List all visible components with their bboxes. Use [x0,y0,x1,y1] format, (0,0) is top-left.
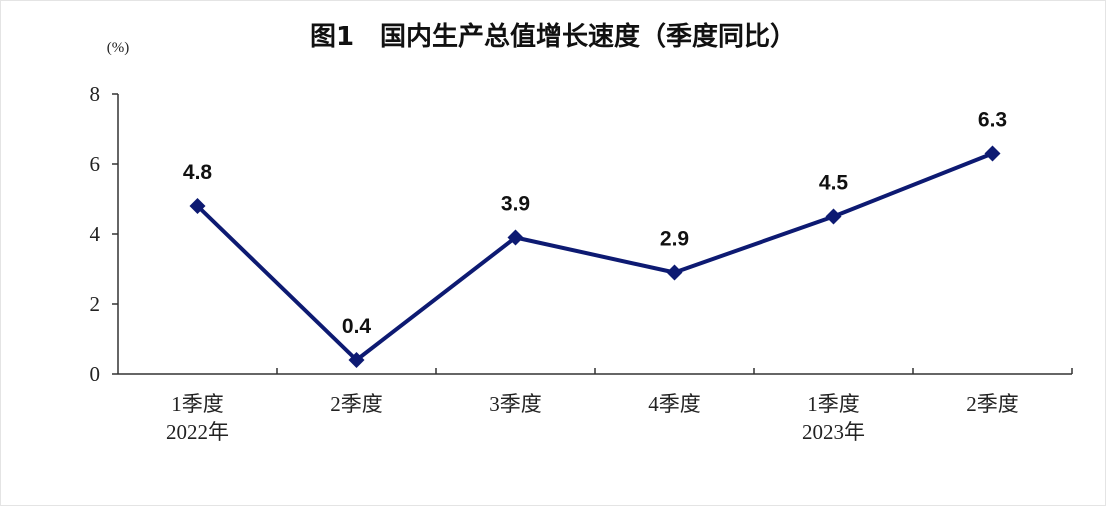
marker [348,352,365,368]
y-unit: (%) [107,40,130,56]
x-tick-label: 3季度 [489,392,542,416]
marker [189,198,206,214]
line [196,151,994,362]
x-tick-label: 2季度 [966,392,1019,416]
data-label: 4.5 [819,172,849,195]
marker [825,208,842,225]
x-tick-label: 4季度 [648,392,701,416]
x-tick-label: 1季度 2022年 [166,392,229,444]
x-tick-label-line: 2季度 [330,392,383,416]
x-tick-label: 1季度 2023年 [802,392,865,444]
x-tick-label-line: 2023年 [802,420,865,444]
data-label: 6.3 [978,109,1007,132]
y-tick-label: 0 [90,362,101,386]
data-label: 0.4 [342,315,372,338]
chart-title: 图1 国内生产总值增长速度（季度同比） [310,21,796,52]
x-tick-label-line: 1季度 [807,392,860,416]
marker [507,229,524,246]
y-tick-label: 6 [90,152,101,176]
x-tick-label-line: 3季度 [489,392,542,416]
x-tick-label: 2季度 [330,392,383,416]
y-tick-label: 2 [90,292,101,316]
y-tick-label: 8 [90,82,101,106]
y-tick-label: 4 [90,222,101,246]
x-tick-label-line: 1季度 [171,392,224,416]
data-label: 4.8 [183,161,213,184]
x-tick-label-line: 4季度 [648,392,701,416]
x-tick-label-line: 2022年 [166,420,229,444]
x-tick-label-line: 2季度 [966,392,1019,416]
marker [666,264,683,281]
data-label: 3.9 [501,193,530,216]
marker [984,145,1001,162]
data-label: 2.9 [660,228,689,251]
